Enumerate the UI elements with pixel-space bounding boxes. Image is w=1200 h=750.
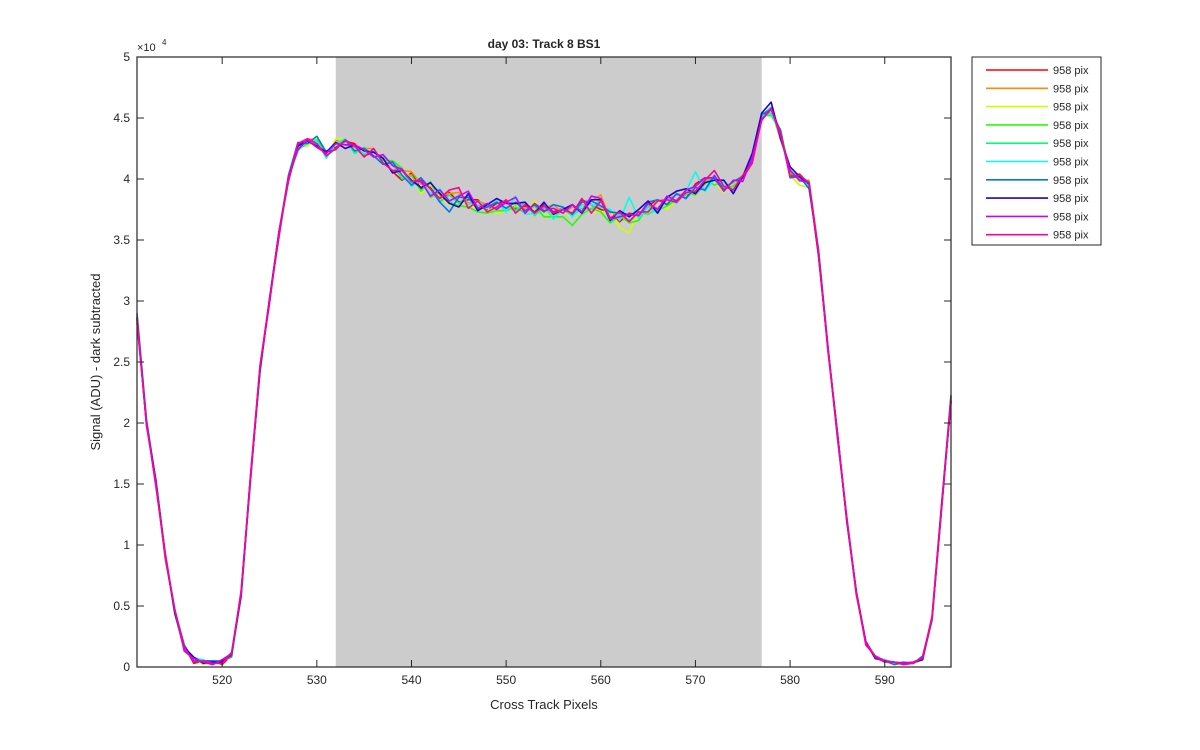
- y-exponent-power: 4: [162, 38, 167, 47]
- y-exponent-label: ×10 4: [137, 38, 167, 54]
- legend-label-7: 958 pix: [1053, 175, 1089, 187]
- series-layer: [136, 101, 952, 666]
- x-axis-label: Cross Track Pixels: [490, 697, 598, 712]
- y-tick-label: 1.5: [113, 477, 130, 491]
- x-tick-label: 550: [496, 673, 516, 687]
- y-tick-label: 0.5: [113, 599, 130, 613]
- legend-label-9: 958 pix: [1053, 211, 1089, 223]
- shaded-region: [335, 57, 762, 667]
- legend-label-5: 958 pix: [1053, 138, 1089, 150]
- x-tick-label: 560: [591, 673, 611, 687]
- legend-label-10: 958 pix: [1053, 230, 1089, 242]
- x-tick-label: 520: [212, 673, 232, 687]
- x-tick-label: 570: [685, 673, 705, 687]
- legend-items: 958 pix 958 pix 958 pix 958 pix 958 pix 958 p…: [986, 65, 1089, 242]
- series-line-10: [136, 108, 952, 666]
- y-tick-label: 4: [123, 172, 130, 186]
- x-tick-label: 540: [401, 673, 421, 687]
- chart-title: day 03: Track 8 BS1: [488, 37, 601, 51]
- tick-layer: 520 530 540 550 560 570 580 590 0 0.5 1 1.5 2 2.5 3 3.5…: [113, 50, 951, 687]
- x-tick-label: 590: [875, 673, 895, 687]
- legend-label-3: 958 pix: [1053, 102, 1089, 114]
- y-tick-label: 4.5: [113, 111, 130, 125]
- y-tick-label: 1: [123, 538, 130, 552]
- legend-label-6: 958 pix: [1053, 157, 1089, 169]
- legend[interactable]: 958 pix 958 pix 958 pix 958 pix 958 pix 958 p…: [971, 56, 1102, 246]
- y-tick-label: 0: [123, 660, 130, 674]
- y-tick-label: 3: [123, 294, 130, 308]
- y-tick-label: 3.5: [113, 233, 130, 247]
- y-axis-label: Signal (ADU) - dark subtracted: [88, 273, 103, 450]
- legend-label-8: 958 pix: [1053, 193, 1089, 205]
- plot-area: 520 530 540 550 560 570 580 590 0 0.5 1 1.5 2 2.5 3 3.5…: [113, 50, 952, 687]
- y-tick-label: 5: [123, 50, 130, 64]
- legend-label-4: 958 pix: [1053, 120, 1089, 132]
- legend-label-2: 958 pix: [1053, 83, 1089, 95]
- x-tick-label: 580: [780, 673, 800, 687]
- legend-label-1: 958 pix: [1053, 65, 1089, 77]
- x-tick-label: 530: [307, 673, 327, 687]
- y-exponent-base: ×10: [137, 42, 156, 54]
- y-tick-label: 2.5: [113, 355, 130, 369]
- y-tick-label: 2: [123, 416, 130, 430]
